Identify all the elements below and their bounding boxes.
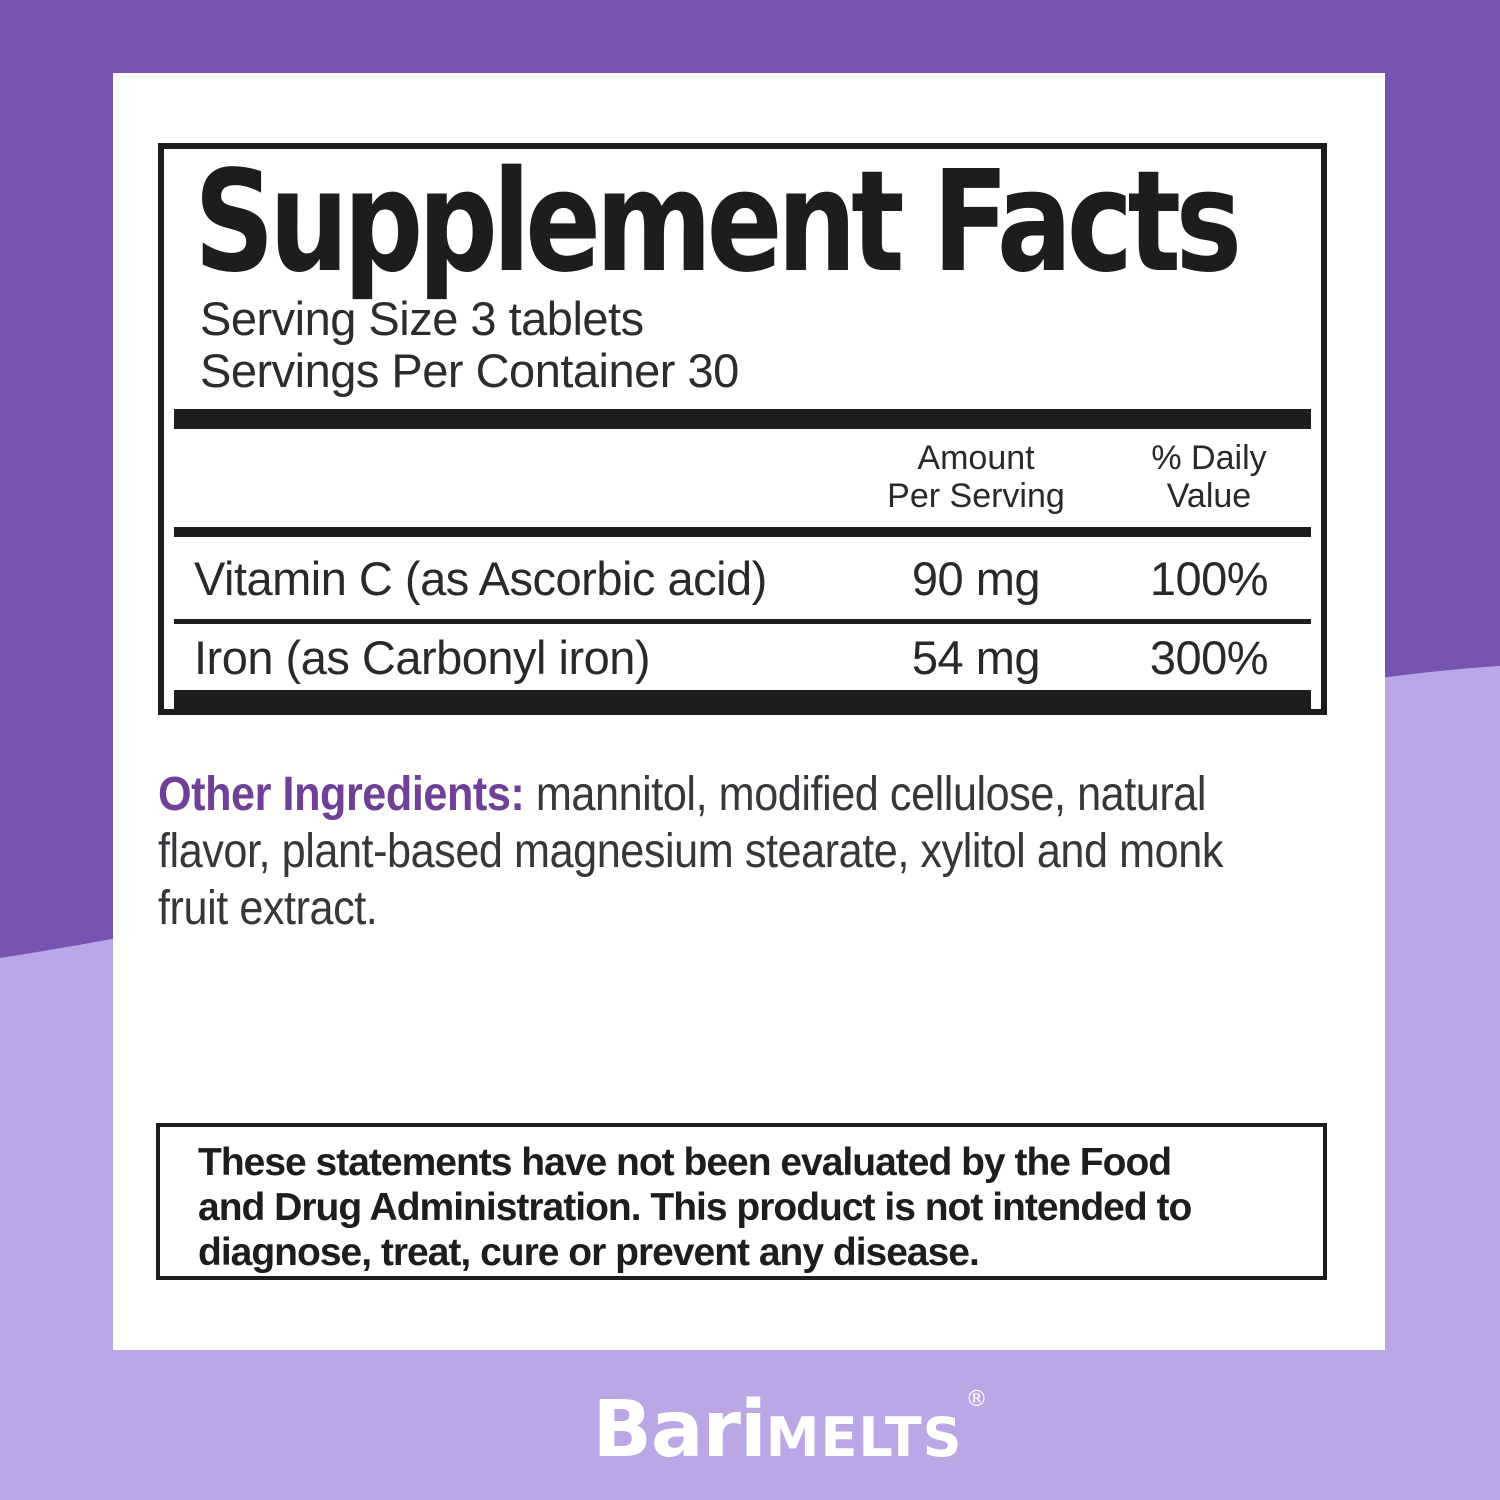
brand-logo: Bari MELTS ® xyxy=(40,1385,1500,1475)
header-amount-line2: Per Serving xyxy=(887,477,1065,515)
nutrient-daily-value: 300% xyxy=(1149,630,1269,684)
disclaimer-line: and Drug Administration. This product is… xyxy=(198,1186,1192,1229)
serving-size: Serving Size 3 tablets xyxy=(200,292,644,345)
nutrient-name: Vitamin C (as Ascorbic acid) xyxy=(194,551,767,605)
divider-thick-bottom xyxy=(174,690,1311,709)
registered-trademark-icon: ® xyxy=(965,1387,988,1412)
divider-thin xyxy=(174,619,1311,624)
nutrient-amount: 54 mg xyxy=(911,630,1041,684)
disclaimer-line: These statements have not been evaluated… xyxy=(198,1141,1172,1184)
nutrient-daily-value: 100% xyxy=(1149,551,1269,605)
header-amount: Amount Per Serving xyxy=(841,439,1111,515)
nutrient-name: Iron (as Carbonyl iron) xyxy=(194,630,651,684)
table-row: Vitamin C (as Ascorbic acid) 90 mg 100% xyxy=(164,537,1321,619)
label-card: Supplement Facts Serving Size 3 tablets … xyxy=(113,73,1385,1350)
servings-per-container: Servings Per Container 30 xyxy=(200,344,739,397)
table-header-row: Amount Per Serving % Daily Value xyxy=(164,429,1321,527)
divider-medium xyxy=(174,527,1311,537)
other-ingredients-line: flavor, plant-based magnesium stearate, … xyxy=(158,825,1223,878)
other-ingredients-text: mannitol, modified cellulose, natural xyxy=(524,768,1207,821)
panel-title: Supplement Facts xyxy=(194,141,1242,304)
disclaimer-line: diagnose, treat, cure or prevent any dis… xyxy=(198,1231,980,1274)
table-row: Iron (as Carbonyl iron) 54 mg 300% xyxy=(164,624,1321,690)
other-ingredients-paragraph: Other Ingredients: mannitol, modified ce… xyxy=(158,766,1333,937)
other-ingredients-line: Other Ingredients: mannitol, modified ce… xyxy=(158,766,1333,823)
divider-thick-top xyxy=(174,409,1311,429)
brand-name-secondary: MELTS xyxy=(765,1406,963,1469)
nutrient-amount: 90 mg xyxy=(911,551,1041,605)
other-ingredients-label: Other Ingredients: xyxy=(158,768,525,821)
supplement-facts-panel: Supplement Facts Serving Size 3 tablets … xyxy=(158,143,1327,715)
header-daily-value-line1: % Daily xyxy=(1151,439,1267,477)
brand-name-primary: Bari xyxy=(592,1385,766,1475)
fda-disclaimer-box: These statements have not been evaluated… xyxy=(156,1123,1327,1280)
other-ingredients-line: fruit extract. xyxy=(158,882,378,935)
header-daily-value: % Daily Value xyxy=(1111,439,1307,515)
header-amount-line1: Amount xyxy=(917,439,1035,477)
header-daily-value-line2: Value xyxy=(1166,477,1252,515)
